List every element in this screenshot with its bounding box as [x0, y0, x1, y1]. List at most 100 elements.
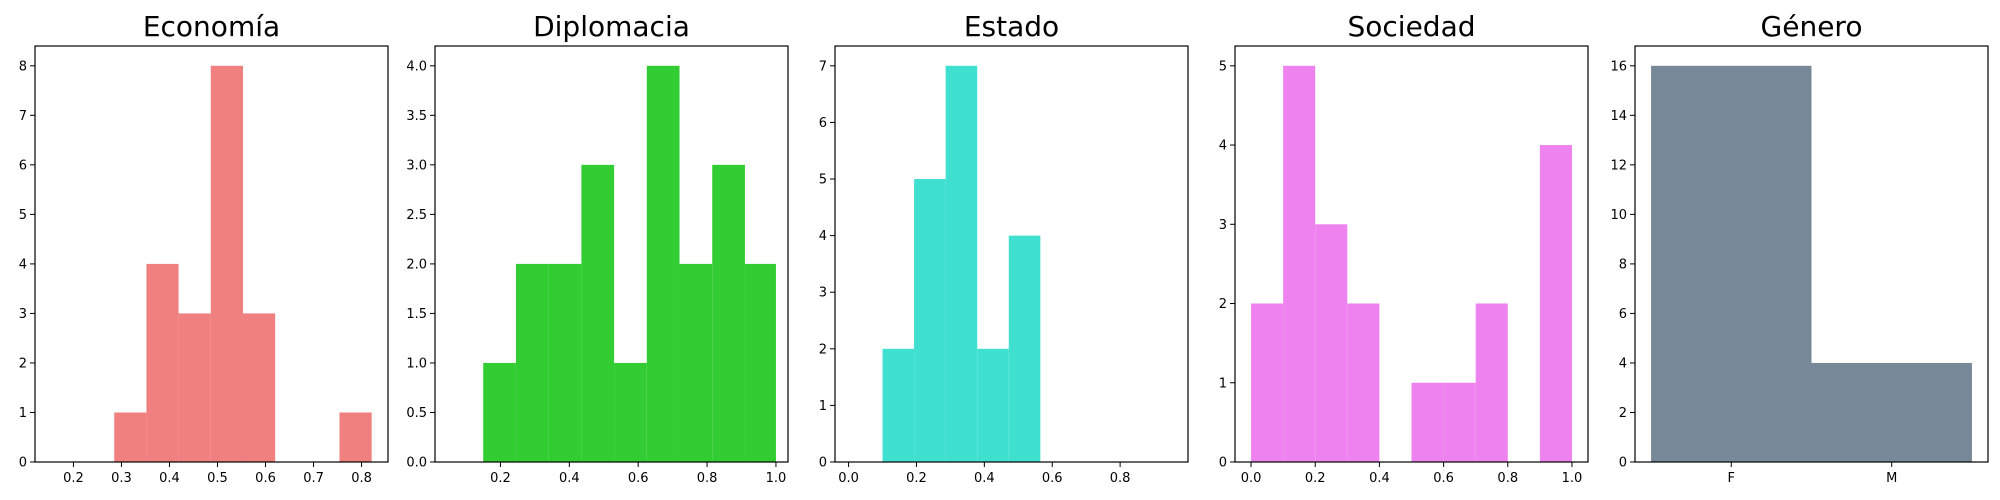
y-tick-label: 4	[1619, 356, 1627, 371]
x-tick-label: 0.7	[303, 471, 324, 486]
y-tick-label: 5	[1219, 59, 1227, 74]
y-tick-label: 4	[1219, 139, 1227, 154]
y-tick-label: 0.0	[406, 456, 427, 471]
histogram-bar	[339, 412, 372, 462]
y-tick-label: 2	[819, 342, 827, 357]
histogram-bar	[178, 313, 211, 462]
y-tick-label: 3.0	[406, 158, 427, 173]
chart-title: Diplomacia	[533, 10, 690, 43]
histogram-bar	[646, 65, 680, 462]
chart-panel-4: 0.0 0.2 0.4 0.6 0.8 1.0 0 1 2 3 4 5 Sociedad	[1219, 10, 1589, 486]
x-tick-label: F	[1728, 471, 1735, 486]
y-tick-label: 2.5	[406, 208, 427, 223]
y-tick-label: 1	[19, 406, 27, 421]
histogram-bar	[1411, 382, 1444, 462]
x-tick-label: 0.4	[159, 471, 180, 486]
y-tick-label: 5	[819, 173, 827, 188]
x-tick-label: 0.4	[1369, 471, 1390, 486]
y-tick-label: 2	[1619, 406, 1627, 421]
y-tick-label: 6	[19, 158, 27, 173]
y-tick-label: 1.5	[406, 307, 427, 322]
histogram-bar	[744, 263, 776, 462]
histogram-bar	[515, 263, 549, 462]
x-tick-label: 0.2	[906, 471, 927, 486]
y-tick-label: 7	[819, 59, 827, 74]
histogram-bar	[1539, 145, 1572, 463]
histogram-bar	[581, 164, 615, 463]
histogram-bar	[1651, 65, 1812, 462]
x-tick-label: 0.0	[838, 471, 859, 486]
axes-frame	[34, 45, 389, 463]
axes-frame	[1234, 45, 1589, 463]
histogram-bar	[1475, 303, 1508, 462]
x-tick-label: 0.2	[63, 471, 84, 486]
y-tick-label: 1	[819, 399, 827, 414]
y-tick-label: 8	[19, 59, 27, 74]
y-tick-label: 8	[1619, 257, 1627, 272]
axes-frame	[834, 45, 1189, 463]
x-tick-label: 1.0	[766, 471, 787, 486]
x-tick-label: M	[1886, 471, 1897, 486]
chart-title: Economía	[143, 10, 280, 43]
x-tick-label: 0.6	[628, 471, 649, 486]
histogram-bar	[1347, 303, 1380, 462]
x-tick-label: 0.8	[1497, 471, 1518, 486]
x-tick-label: 0.4	[974, 471, 995, 486]
chart-title: Sociedad	[1347, 10, 1475, 43]
axes-frame	[1634, 45, 1989, 463]
y-tick-label: 0	[19, 456, 27, 471]
y-tick-label: 4.0	[406, 59, 427, 74]
y-tick-label: 6	[1619, 307, 1627, 322]
x-tick-label: 0.2	[490, 471, 511, 486]
chart-title: Género	[1761, 10, 1863, 43]
x-tick-label: 1.0	[1562, 471, 1583, 486]
y-tick-label: 3	[19, 307, 27, 322]
histogram-bar	[1443, 382, 1476, 462]
x-tick-label: 0.6	[1433, 471, 1454, 486]
histogram-bar	[614, 362, 647, 462]
x-tick-label: 0.2	[1305, 471, 1326, 486]
chart-panel-5: F M 0 2 4 6 8 10 12 14 16 Género	[1610, 10, 1989, 486]
x-tick-label: 0.8	[1110, 471, 1131, 486]
y-tick-label: 4	[819, 229, 827, 244]
y-tick-label: 1.0	[406, 356, 427, 371]
y-tick-label: 0	[819, 456, 827, 471]
histogram-bar	[1283, 65, 1316, 462]
y-tick-label: 2.0	[406, 257, 427, 272]
y-tick-label: 12	[1610, 158, 1627, 173]
histogram-bar	[210, 65, 243, 462]
histogram-bar	[1251, 303, 1284, 462]
histogram-bar	[1315, 224, 1348, 462]
chart-panel-3: 0.0 0.2 0.4 0.6 0.8 0 1 2 3 4 5 6 7 Estado	[819, 10, 1189, 486]
histogram-bar	[1811, 362, 1972, 462]
histogram-bar	[712, 164, 745, 463]
histogram-bar	[548, 263, 582, 462]
x-tick-label: 0.4	[559, 471, 580, 486]
histogram-bar	[977, 348, 1009, 462]
y-tick-label: 0.5	[406, 406, 427, 421]
x-tick-label: 0.8	[351, 471, 372, 486]
x-tick-label: 0.6	[255, 471, 276, 486]
y-tick-label: 0	[1619, 456, 1627, 471]
y-tick-label: 2	[1219, 297, 1227, 312]
chart-title: Estado	[964, 10, 1059, 43]
y-tick-label: 3	[819, 286, 827, 301]
x-tick-label: 0.6	[1042, 471, 1063, 486]
y-tick-label: 16	[1610, 59, 1627, 74]
histogram-bar	[146, 263, 179, 462]
x-tick-label: 0.3	[111, 471, 132, 486]
histogram-bar	[914, 179, 946, 462]
chart-panel-2: 0.2 0.4 0.6 0.8 1.0 0.0 0.5 1.0 1.5 2.0 2.5 3.0 3.5 4…	[406, 10, 789, 486]
y-tick-label: 6	[819, 116, 827, 131]
y-tick-label: 14	[1610, 109, 1627, 124]
y-tick-label: 3.5	[406, 109, 427, 124]
histogram-bar	[882, 348, 915, 462]
y-tick-label: 10	[1610, 208, 1627, 223]
axes-frame	[434, 45, 789, 463]
y-tick-label: 0	[1219, 456, 1227, 471]
x-tick-label: 0.8	[697, 471, 718, 486]
x-tick-label: 0.5	[207, 471, 228, 486]
histogram-bar	[1008, 235, 1041, 462]
histogram-bar	[945, 65, 978, 462]
